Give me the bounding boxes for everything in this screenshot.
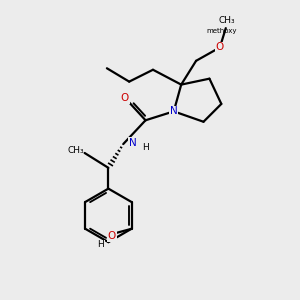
Text: O: O [121,93,129,103]
Text: O: O [107,231,116,241]
Text: N: N [129,138,136,148]
Text: H: H [98,240,104,249]
Text: O: O [216,43,224,52]
Text: H: H [142,142,149,152]
Text: CH₃: CH₃ [219,16,236,25]
Text: N: N [170,106,178,116]
Text: methoxy: methoxy [206,28,237,34]
Text: CH₃: CH₃ [68,146,85,155]
